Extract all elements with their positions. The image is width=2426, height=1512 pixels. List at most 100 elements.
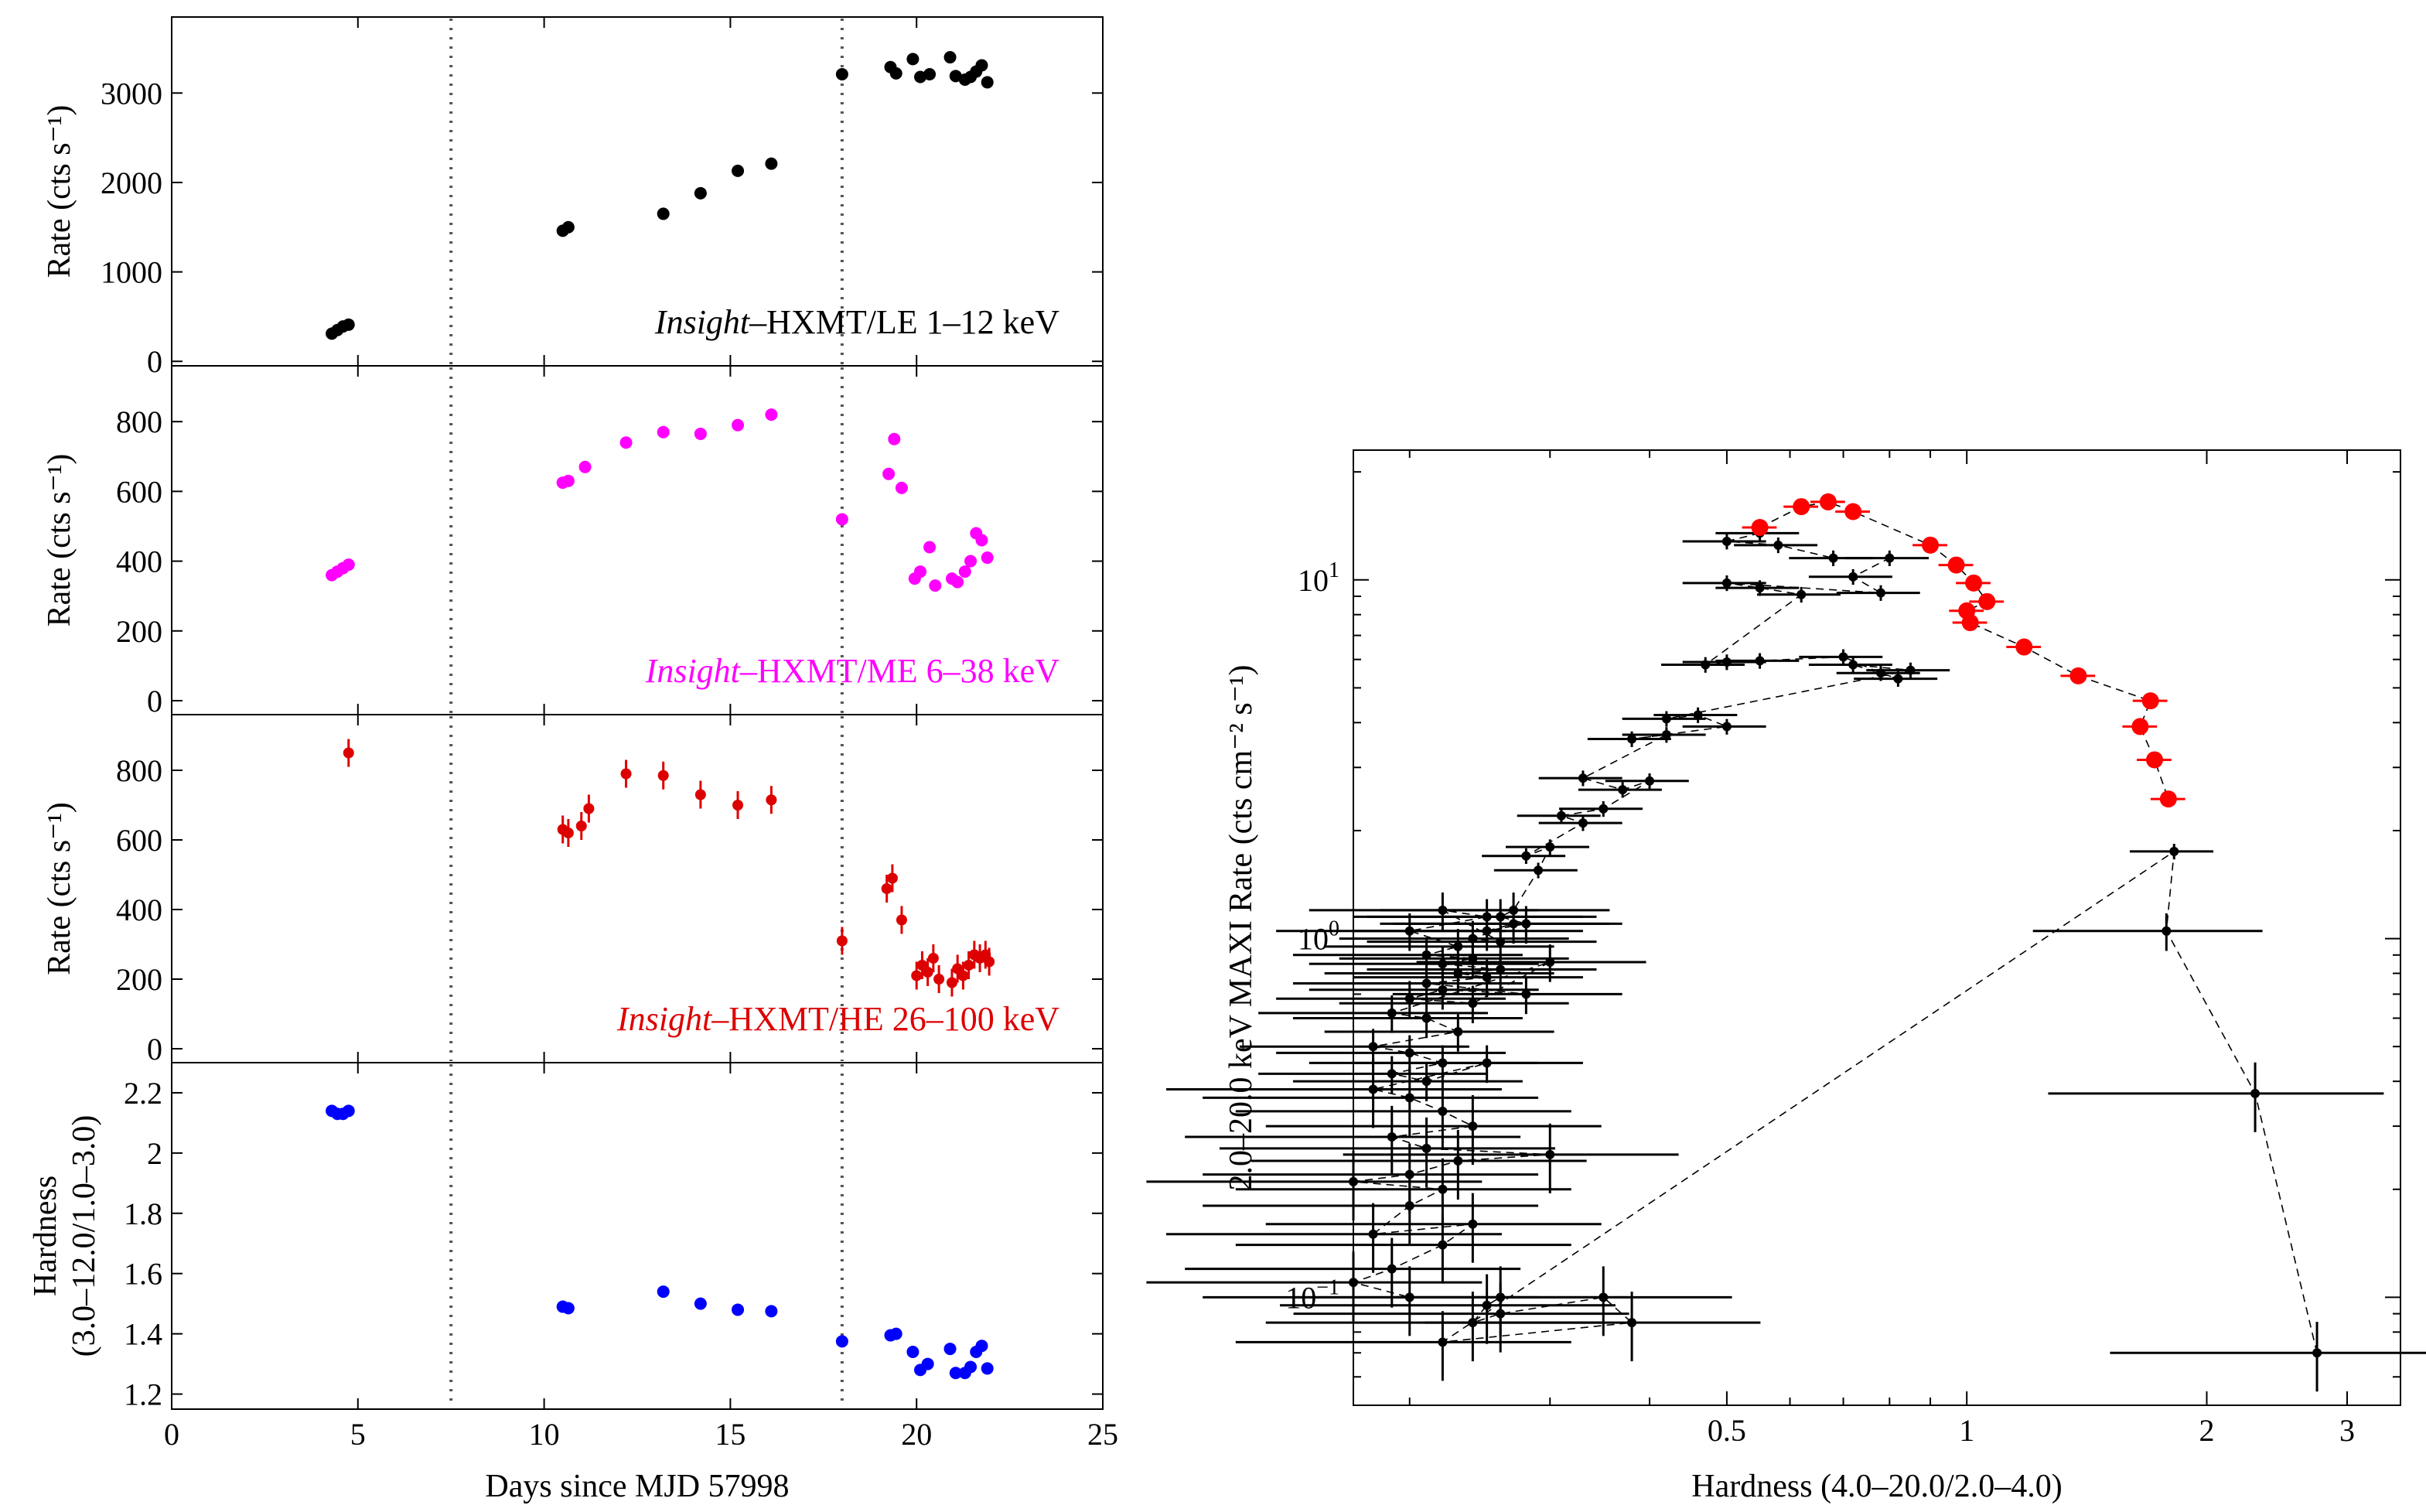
hid-data-point: [1453, 1156, 1463, 1166]
data-point: [943, 1343, 957, 1356]
hid-data-point: [1453, 1026, 1463, 1036]
hid-data-point-red: [1961, 614, 1979, 632]
hid-data-point-red: [2131, 718, 2149, 736]
hid-x-axis-label: Hardness (4.0–20.0/2.0–4.0): [1691, 1469, 2062, 1504]
hid-data-point-red: [2015, 638, 2033, 656]
data-point: [657, 770, 669, 781]
hid-data-point: [1404, 994, 1414, 1004]
y-tick-label: 2000: [101, 166, 162, 200]
hid-data-point: [2312, 1348, 2322, 1358]
hid-data-point: [1893, 674, 1903, 684]
data-point: [975, 1340, 988, 1353]
instrument-annotation: Insight–HXMT/LE 1–12 keV: [654, 303, 1059, 341]
y-axis-label: Hardness: [28, 1176, 63, 1296]
hid-data-point: [1721, 722, 1732, 732]
hid-frame: [1353, 449, 2401, 1406]
hid-data-point: [1387, 1264, 1397, 1274]
data-point: [657, 1285, 670, 1299]
y-tick-label: 0: [147, 684, 162, 718]
hid-data-point-red: [1793, 498, 1810, 516]
data-point: [933, 974, 945, 985]
data-point: [342, 318, 355, 331]
data-point: [561, 474, 575, 487]
hid-data-point: [1438, 1240, 1448, 1250]
hid-data-point: [1349, 1176, 1358, 1186]
hid-data-point: [1438, 1184, 1448, 1194]
hid-data-point: [1368, 1042, 1378, 1052]
data-point: [957, 970, 969, 981]
data-point: [342, 1104, 355, 1118]
hid-data-point: [1599, 1292, 1609, 1302]
x-tick-label: 15: [715, 1417, 746, 1452]
hid-x-tick-label: 2: [2199, 1413, 2214, 1448]
data-point: [835, 68, 848, 81]
y-tick-label: 2.2: [124, 1076, 162, 1111]
y-axis-label: Rate (cts s⁻¹): [42, 105, 77, 278]
panel-frame-hardness: [171, 1062, 1104, 1410]
hid-data-point: [1534, 865, 1544, 875]
hid-data-point-red: [1965, 574, 1983, 592]
hid-data-point-red: [2069, 667, 2087, 684]
hid-data-point: [1661, 714, 1671, 724]
data-point: [561, 1302, 575, 1315]
hid-data-point: [1521, 989, 1531, 999]
data-point: [949, 1367, 962, 1380]
hid-data-point: [1828, 553, 1838, 563]
hid-data-point: [1468, 954, 1478, 964]
hid-data-point: [1545, 957, 1555, 967]
hid-data-point-red: [1922, 536, 1940, 554]
data-point: [906, 1345, 920, 1358]
hid-data-point: [1404, 1200, 1414, 1210]
data-point: [732, 418, 745, 432]
y-tick-label: 1.8: [124, 1196, 162, 1231]
y-axis-label: Rate (cts s⁻¹): [42, 802, 77, 975]
hid-data-point: [2169, 846, 2179, 856]
y-tick-label: 0: [147, 344, 162, 379]
data-point: [766, 794, 777, 806]
hid-data-point: [1693, 710, 1703, 720]
hid-data-point: [1421, 1013, 1431, 1023]
hid-data-point: [1349, 1278, 1358, 1288]
x-tick-label: 0: [164, 1417, 179, 1452]
hid-data-point-red: [1947, 556, 1965, 574]
hid-data-point: [1618, 785, 1628, 795]
data-point: [981, 1362, 994, 1375]
y-axis-label: Rate (cts s⁻¹): [42, 454, 77, 627]
x-axis-label: Days since MJD 57998: [485, 1469, 789, 1504]
hid-data-point: [2162, 926, 2172, 936]
y-tick-label: 800: [116, 404, 162, 439]
hid-data-point: [1838, 652, 1848, 662]
data-point: [343, 747, 354, 759]
hid-data-point: [1755, 656, 1765, 666]
data-point: [984, 956, 995, 968]
hid-data-point: [1438, 985, 1448, 995]
hid-data-point: [1438, 905, 1448, 915]
y-axis-label-units: (3.0–12.0/1.0–3.0): [67, 1115, 102, 1357]
data-point: [657, 425, 670, 439]
hid-data-point: [1906, 665, 1916, 675]
hid-data-point: [1468, 1219, 1478, 1229]
y-tick-label: 2: [147, 1136, 162, 1171]
data-point: [561, 220, 575, 234]
instrument-annotation: Insight–HXMT/ME 6–38 keV: [645, 652, 1060, 690]
data-point: [911, 970, 923, 981]
hid-data-point: [1721, 537, 1732, 547]
hid-data-point: [1875, 588, 1885, 598]
data-point: [342, 558, 355, 572]
data-point: [922, 967, 933, 978]
hid-data-point-red: [1844, 503, 1862, 520]
data-point: [836, 935, 848, 947]
y-tick-label: 3000: [101, 76, 162, 111]
hid-data-point: [1885, 553, 1895, 563]
data-point: [906, 53, 920, 66]
y-tick-label: 1.6: [124, 1257, 162, 1292]
hid-data-point: [1482, 972, 1492, 982]
data-point: [619, 436, 633, 449]
hid-data-point: [1556, 811, 1566, 821]
hid-data-point: [1421, 1143, 1431, 1153]
data-point: [889, 67, 902, 80]
hid-data-point: [1773, 540, 1783, 550]
data-point: [881, 883, 892, 894]
data-point: [895, 481, 908, 494]
